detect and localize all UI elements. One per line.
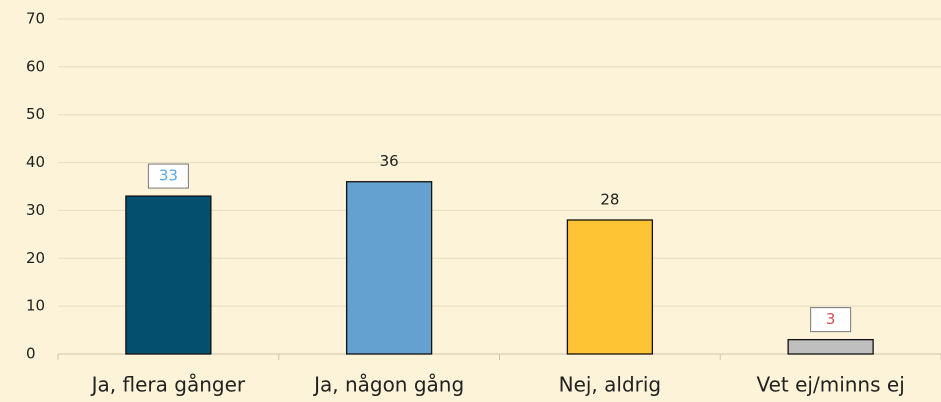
value-label: 28 [600,191,619,209]
label-box [810,307,852,333]
value-label: 33 [159,167,178,185]
y-tick-label: 60 [26,57,45,75]
y-tick-label: 30 [26,201,45,219]
y-tick-label: 40 [26,153,45,171]
bar [125,195,212,355]
value-label: 36 [380,152,399,170]
y-tick-label: 70 [26,10,45,28]
x-tick-label: Ja, någon gång [312,373,464,397]
value-label: 3 [826,310,836,328]
y-tick-label: 50 [26,105,45,123]
y-tick-label: 0 [26,345,36,363]
bar [345,181,433,355]
label-box [147,163,189,189]
x-tick-label: Vet ej/minns ej [756,373,904,397]
x-tick-label: Nej, aldrig [559,373,662,397]
x-tick-label: Ja, flera gånger [90,373,246,397]
bar [566,219,654,355]
y-tick-label: 10 [26,297,45,315]
y-tick-label: 20 [26,249,45,267]
bar [787,338,874,355]
